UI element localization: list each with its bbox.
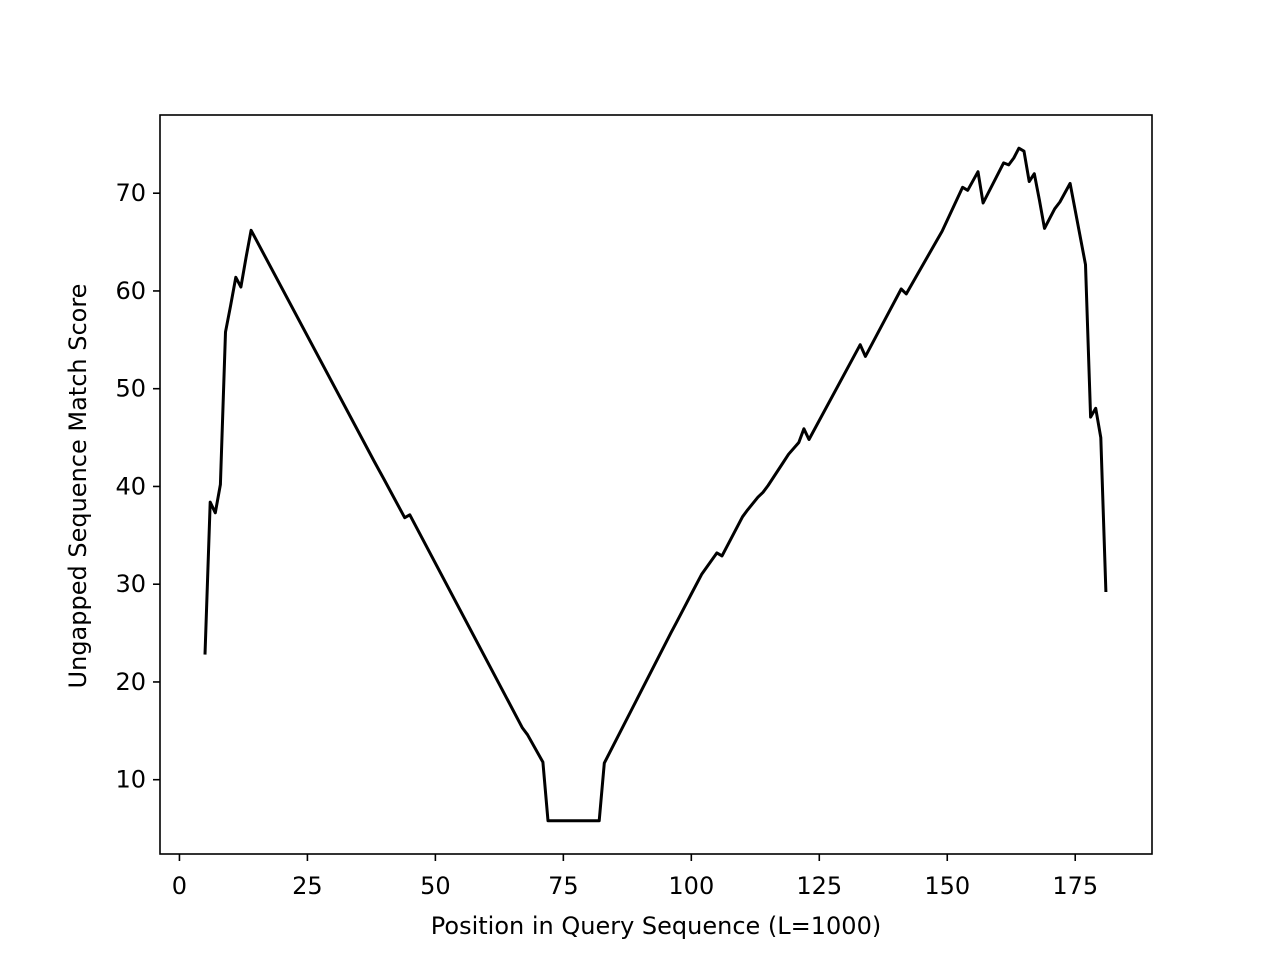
y-axis-ticks: 10 20 30 40 50 60 70 bbox=[115, 179, 160, 794]
x-tick-label: 0 bbox=[172, 872, 187, 900]
y-tick-label: 50 bbox=[115, 375, 146, 403]
series-line-0 bbox=[203, 146, 1108, 823]
y-tick-label: 20 bbox=[115, 668, 146, 696]
y-tick-label: 70 bbox=[115, 179, 146, 207]
x-tick-label: 75 bbox=[548, 872, 579, 900]
y-tick-label: 60 bbox=[115, 277, 146, 305]
x-tick-label: 100 bbox=[668, 872, 714, 900]
x-tick-label: 150 bbox=[924, 872, 970, 900]
y-tick-label: 40 bbox=[115, 472, 146, 500]
x-axis-label: Position in Query Sequence (L=1000) bbox=[431, 912, 881, 940]
plot-frame bbox=[159, 114, 1153, 855]
x-tick-label: 125 bbox=[796, 872, 842, 900]
x-tick-label: 50 bbox=[420, 872, 451, 900]
y-axis-label: Ungapped Sequence Match Score bbox=[64, 284, 92, 689]
y-tick-label: 30 bbox=[115, 570, 146, 598]
x-axis-ticks: 0 25 50 75 100 125 150 175 bbox=[172, 854, 1098, 900]
series-layer bbox=[203, 146, 1108, 823]
y-tick-label: 10 bbox=[115, 766, 146, 794]
x-tick-label: 25 bbox=[292, 872, 323, 900]
x-tick-label: 175 bbox=[1052, 872, 1098, 900]
